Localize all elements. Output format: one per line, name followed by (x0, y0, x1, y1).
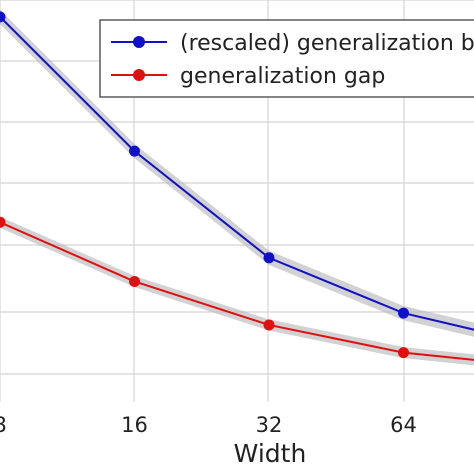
x-tick-labels: 8 16 32 64 (0, 413, 417, 437)
series-points (0, 11, 409, 359)
series-line-1 (0, 221, 474, 361)
data-point (263, 319, 275, 331)
data-point (129, 276, 140, 287)
data-point (263, 252, 275, 264)
legend-label-gap: generalization gap (180, 64, 385, 89)
confidence-band-1 (0, 216, 474, 366)
x-tick-label: 8 (0, 413, 7, 437)
confidence-bands (0, 9, 474, 366)
data-point (398, 347, 409, 359)
legend-marker-bound (133, 36, 145, 48)
data-point (0, 216, 6, 228)
data-point (129, 145, 140, 157)
x-tick-label: 64 (390, 413, 417, 437)
legend: (rescaled) generalization bound generali… (99, 19, 474, 98)
data-point (398, 307, 409, 319)
x-tick-label: 16 (121, 413, 148, 437)
legend-marker-gap (133, 69, 145, 81)
x-tick-label: 32 (256, 413, 283, 437)
data-point (0, 11, 6, 23)
legend-label-bound: (rescaled) generalization bound (180, 31, 474, 56)
legend-box (99, 19, 474, 98)
x-axis-title: Width (234, 439, 307, 468)
